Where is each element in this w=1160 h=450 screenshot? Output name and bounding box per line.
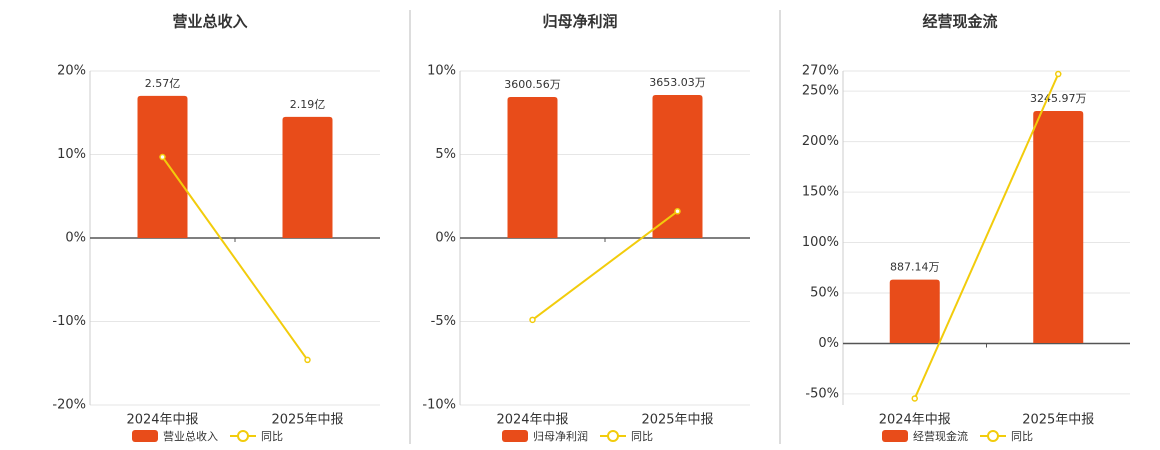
legend-swatch: [882, 430, 908, 442]
y-tick-label: -50%: [805, 386, 839, 401]
chart-title: 归母净利润: [542, 13, 617, 31]
value-label: 2.57亿: [145, 77, 181, 90]
x-tick-label: 2024年中报: [496, 413, 568, 428]
y-tick-label: 100%: [802, 235, 839, 250]
bar: [282, 116, 333, 238]
legend-label: 同比: [631, 430, 653, 443]
legend-swatch: [987, 430, 999, 442]
y-tick-label: 200%: [802, 134, 839, 149]
x-tick-label: 2025年中报: [641, 413, 713, 428]
legend-label: 营业总收入: [163, 429, 218, 443]
y-tick-label: -10%: [52, 314, 86, 329]
value-label: 2.19亿: [290, 98, 326, 111]
bar: [137, 95, 188, 238]
point: [304, 356, 311, 364]
bar: [1033, 111, 1084, 344]
y-tick-label: 10%: [57, 147, 86, 162]
y-tick-label: -10%: [422, 398, 456, 413]
legend-swatch: [132, 430, 158, 442]
line: [161, 156, 309, 361]
legend-swatch: [607, 430, 619, 442]
x-tick-label: 2025年中报: [271, 413, 343, 428]
point: [1055, 70, 1062, 78]
legend-label: 同比: [261, 430, 283, 443]
y-tick-label: 10%: [427, 64, 456, 79]
y-tick-label: 5%: [435, 147, 456, 162]
value-label: 3600.56万: [504, 78, 561, 91]
point: [911, 395, 918, 402]
legend-label: 归母净利润: [533, 429, 588, 443]
bar: [507, 97, 558, 239]
point: [529, 316, 536, 324]
y-tick-label: 50%: [810, 285, 839, 300]
chart-title: 经营现金流: [922, 13, 997, 31]
x-tick-label: 2024年中报: [126, 413, 198, 428]
point: [674, 208, 681, 215]
line: [531, 210, 679, 321]
y-tick-label: 0%: [65, 231, 86, 246]
bar: [652, 94, 703, 238]
y-tick-label: 0%: [818, 336, 839, 351]
chart-title: 营业总收入: [172, 13, 247, 31]
value-label: 887.14万: [890, 261, 940, 274]
x-tick-label: 2024年中报: [879, 413, 951, 428]
legend-swatch: [237, 430, 249, 442]
bar: [889, 279, 940, 344]
y-tick-label: -5%: [431, 314, 456, 329]
value-label: 3653.03万: [649, 76, 706, 89]
y-tick-label: 0%: [435, 231, 456, 246]
legend-label: 同比: [1011, 430, 1033, 443]
x-tick-label: 2025年中报: [1022, 413, 1094, 428]
y-tick-label: -20%: [52, 398, 86, 413]
y-tick-label: 150%: [802, 185, 839, 200]
y-tick-label: 250%: [802, 84, 839, 99]
y-tick-label: 20%: [57, 64, 86, 79]
point: [159, 153, 166, 161]
legend-label: 经营现金流: [913, 429, 968, 443]
y-tick-label: 270%: [802, 64, 839, 79]
line: [913, 73, 1060, 399]
legend-swatch: [502, 430, 528, 442]
value-label: 3245.97万: [1030, 92, 1087, 105]
